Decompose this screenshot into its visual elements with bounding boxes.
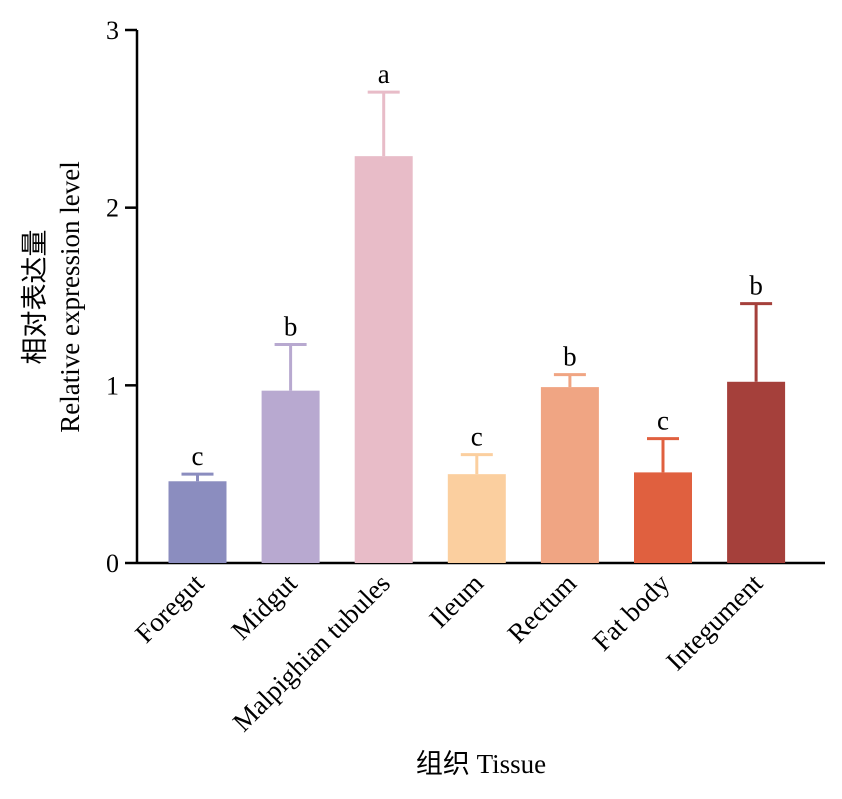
significance-label-3: c (471, 422, 483, 452)
significance-label-0: c (192, 441, 204, 471)
significance-label-6: b (749, 271, 763, 301)
bar-6 (727, 381, 786, 563)
x-tick-label-4: Rectum (502, 568, 583, 649)
bar-1 (261, 390, 320, 563)
y-ticks: 0 1 2 3 (106, 16, 137, 578)
bar-4 (540, 387, 599, 563)
y-tick-label-0: 0 (106, 549, 119, 578)
x-tick-label-5: Fat body (587, 568, 676, 657)
significance-label-1: b (284, 311, 298, 341)
x-tick-label-3: Ileum (423, 568, 489, 634)
error-bars (181, 90, 773, 482)
bar-3 (447, 474, 506, 563)
bars (168, 156, 786, 564)
bar-0 (168, 481, 227, 563)
significance-letters: c b a c b c b (192, 59, 763, 471)
x-axis-title: 组织 Tissue (416, 749, 546, 779)
y-tick-label-1: 1 (106, 371, 119, 400)
y-axis-title: Relative expression level (55, 161, 85, 432)
y-tick-label-3: 3 (106, 16, 119, 45)
x-tick-label-0: Foregut (129, 568, 210, 649)
bar-2 (354, 156, 413, 564)
x-tick-label-6: Integument (660, 568, 769, 677)
significance-label-2: a (378, 59, 390, 89)
x-tick-label-2: Malpighian tubules (227, 568, 396, 737)
x-tick-label-1: Midgut (225, 568, 303, 646)
significance-label-5: c (657, 406, 669, 436)
y-tick-label-2: 2 (106, 194, 119, 223)
bar-5 (634, 472, 692, 563)
significance-label-4: b (563, 342, 577, 372)
y-axis-title-chinese: 相对表达量 (20, 230, 50, 365)
